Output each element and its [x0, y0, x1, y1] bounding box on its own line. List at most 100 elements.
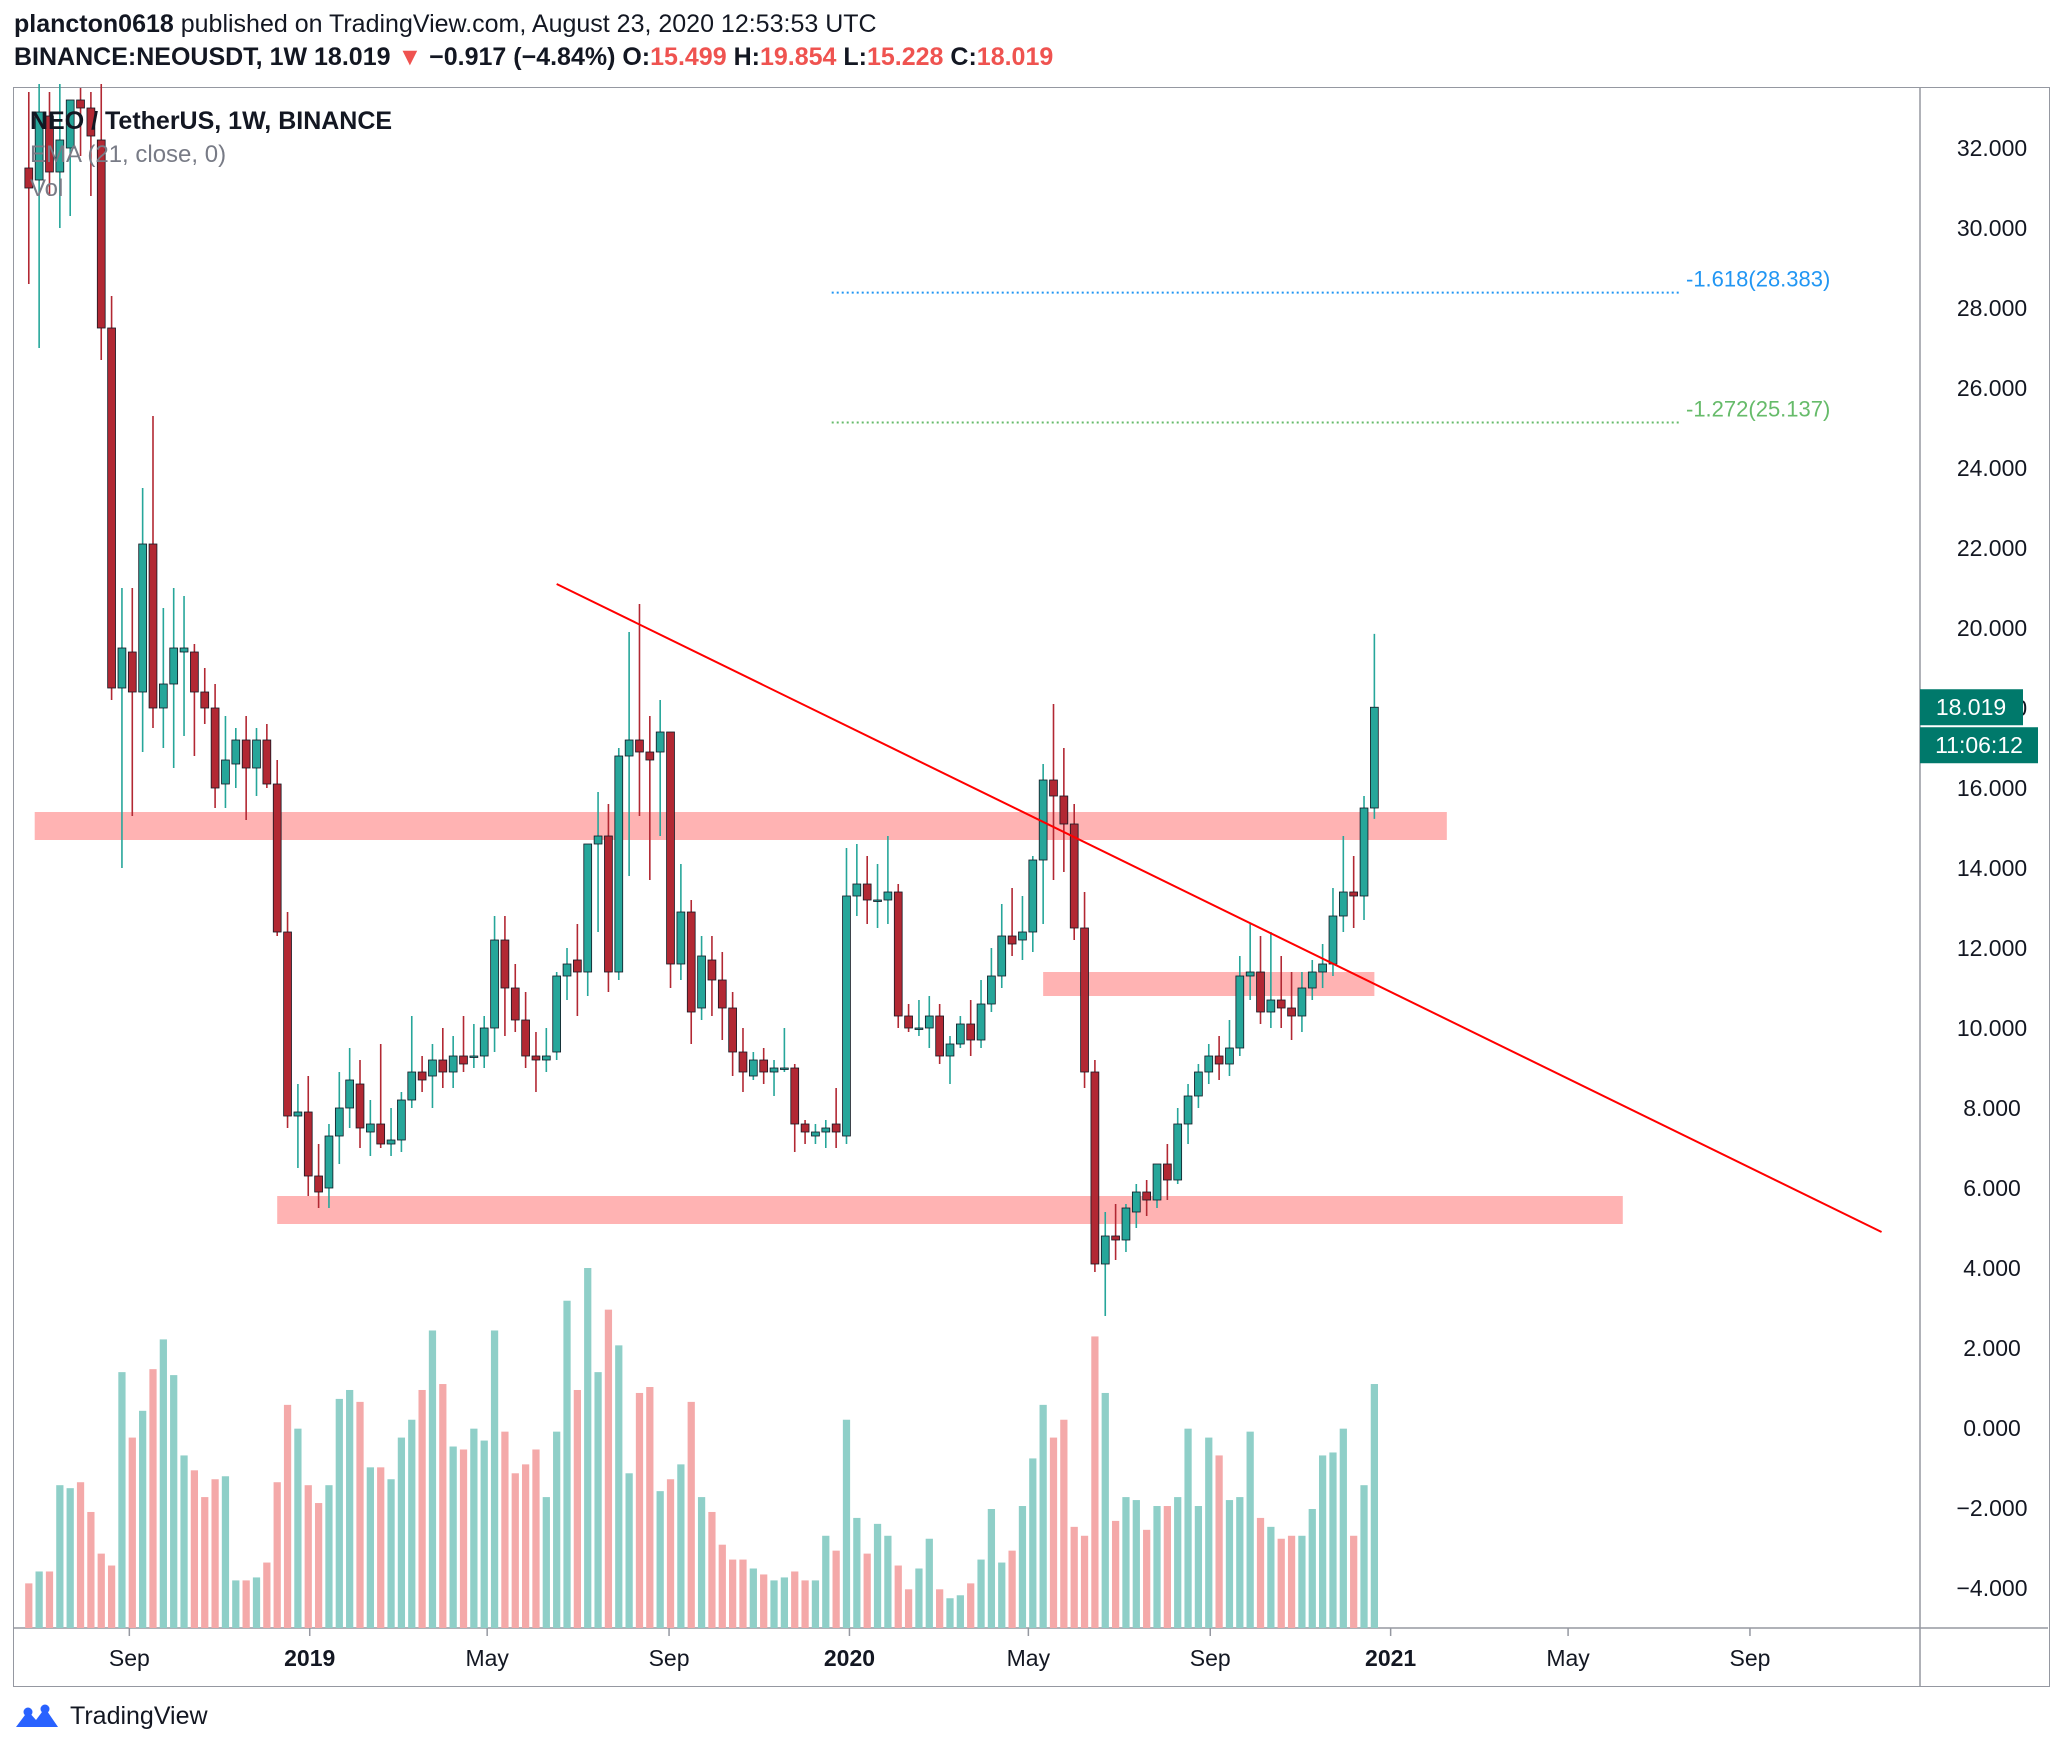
candle-body[interactable]: [800, 1123, 810, 1133]
candle-body[interactable]: [521, 1019, 530, 1057]
candle-body[interactable]: [966, 1023, 976, 1041]
publisher-name[interactable]: plancton0618: [14, 10, 174, 38]
candle-body[interactable]: [666, 731, 675, 965]
candle-body[interactable]: [1152, 1163, 1162, 1201]
last-price-badge[interactable]: [1920, 689, 2023, 726]
candle-body[interactable]: [935, 1015, 944, 1057]
candle-body[interactable]: [500, 939, 510, 989]
candle-body[interactable]: [645, 751, 655, 761]
candle-body[interactable]: [531, 1055, 541, 1061]
candle-body[interactable]: [55, 139, 65, 173]
legend-symbol[interactable]: NEO / TetherUS, 1W, BINANCE: [30, 107, 393, 135]
candle-body[interactable]: [924, 1015, 934, 1029]
candle-body[interactable]: [334, 1107, 344, 1137]
candle-body[interactable]: [1266, 999, 1276, 1013]
candle-body[interactable]: [1080, 927, 1089, 1073]
candle-body[interactable]: [127, 651, 137, 693]
candle-body[interactable]: [159, 683, 168, 709]
candle-body[interactable]: [593, 835, 603, 845]
descending-trendline[interactable]: [556, 583, 1882, 1233]
candle-body[interactable]: [479, 1027, 489, 1057]
candle-body[interactable]: [573, 959, 582, 973]
candle-body[interactable]: [283, 931, 292, 1117]
candle-body[interactable]: [1142, 1191, 1151, 1201]
candle-body[interactable]: [583, 843, 593, 973]
candle-body[interactable]: [314, 1175, 323, 1193]
chart-frame[interactable]: [13, 87, 2050, 1687]
candle-body[interactable]: [1307, 971, 1317, 989]
candle-body[interactable]: [117, 647, 127, 689]
candle-body[interactable]: [1111, 1235, 1120, 1241]
candle-body[interactable]: [1028, 859, 1038, 933]
candle-body[interactable]: [1370, 706, 1379, 809]
candle-body[interactable]: [1049, 779, 1058, 797]
candle-body[interactable]: [1069, 823, 1079, 929]
candle-body[interactable]: [883, 891, 893, 901]
candle-body[interactable]: [96, 139, 106, 329]
candle-body[interactable]: [179, 647, 189, 653]
candle-body[interactable]: [1214, 1055, 1224, 1065]
candle-body[interactable]: [759, 1059, 769, 1073]
candle-body[interactable]: [552, 975, 562, 1053]
candle-body[interactable]: [407, 1071, 417, 1101]
candle-body[interactable]: [624, 739, 634, 757]
candle-body[interactable]: [1297, 987, 1307, 1017]
candle-body[interactable]: [345, 1079, 354, 1109]
candle-body[interactable]: [862, 883, 872, 901]
candle-body[interactable]: [1318, 963, 1327, 973]
candle-body[interactable]: [1256, 971, 1265, 1013]
candle-body[interactable]: [366, 1123, 375, 1133]
candle-body[interactable]: [490, 939, 499, 1029]
candle-body[interactable]: [148, 543, 158, 709]
candle-body[interactable]: [1007, 935, 1017, 945]
candle-body[interactable]: [428, 1059, 437, 1077]
candle-body[interactable]: [635, 739, 644, 753]
candle-body[interactable]: [956, 1023, 965, 1045]
candle-body[interactable]: [1225, 1047, 1234, 1065]
candle-body[interactable]: [1194, 1071, 1203, 1097]
candle-body[interactable]: [459, 1055, 468, 1065]
candle-body[interactable]: [914, 1027, 924, 1030]
candle-body[interactable]: [1121, 1207, 1131, 1241]
candle-body[interactable]: [904, 1015, 913, 1029]
candle-body[interactable]: [769, 1067, 779, 1073]
candle-body[interactable]: [1328, 915, 1338, 965]
candle-body[interactable]: [1131, 1191, 1141, 1213]
candle-body[interactable]: [614, 755, 624, 973]
candle-body[interactable]: [1338, 891, 1348, 917]
candle-body[interactable]: [272, 783, 282, 933]
candle-body[interactable]: [45, 115, 54, 173]
candle-body[interactable]: [852, 883, 862, 897]
candle-body[interactable]: [376, 1123, 386, 1145]
candle-body[interactable]: [303, 1111, 313, 1177]
candle-body[interactable]: [707, 959, 717, 981]
candle-body[interactable]: [262, 739, 272, 785]
support-resistance-zone[interactable]: [34, 812, 1447, 840]
candle-body[interactable]: [1204, 1055, 1214, 1073]
candle-body[interactable]: [510, 987, 520, 1021]
candle-body[interactable]: [1100, 1235, 1110, 1265]
candle-body[interactable]: [1163, 1163, 1172, 1181]
support-resistance-zone[interactable]: [1043, 972, 1375, 996]
candle-body[interactable]: [397, 1099, 406, 1141]
candle-body[interactable]: [738, 1051, 748, 1073]
candle-body[interactable]: [1276, 999, 1286, 1009]
candle-body[interactable]: [221, 759, 230, 785]
candle-body[interactable]: [604, 835, 613, 973]
candle-body[interactable]: [748, 1059, 758, 1077]
candle-body[interactable]: [355, 1083, 365, 1129]
support-resistance-zone[interactable]: [277, 1196, 1623, 1224]
candle-body[interactable]: [686, 911, 696, 1013]
candle-body[interactable]: [417, 1071, 427, 1081]
candle-body[interactable]: [138, 543, 147, 693]
candle-body[interactable]: [231, 739, 241, 765]
legend-volume[interactable]: Vol: [30, 175, 64, 202]
candle-body[interactable]: [65, 99, 75, 149]
candle-body[interactable]: [190, 651, 199, 693]
candle-body[interactable]: [34, 111, 44, 181]
candle-body[interactable]: [676, 911, 686, 965]
candle-body[interactable]: [200, 691, 210, 709]
candle-body[interactable]: [821, 1127, 831, 1133]
candle-body[interactable]: [1245, 971, 1255, 977]
